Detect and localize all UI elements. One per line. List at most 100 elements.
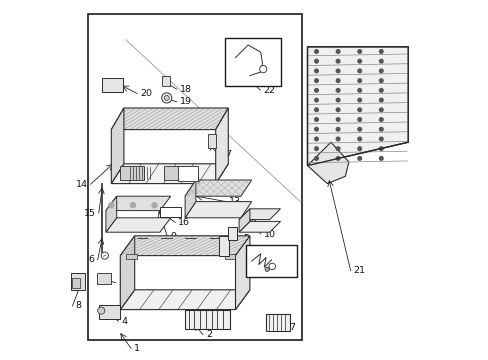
Circle shape: [336, 137, 339, 141]
Circle shape: [152, 203, 157, 208]
Circle shape: [336, 89, 339, 92]
Circle shape: [314, 137, 318, 141]
Circle shape: [108, 203, 114, 208]
Circle shape: [379, 157, 382, 160]
Circle shape: [336, 157, 339, 160]
Circle shape: [357, 147, 361, 150]
Polygon shape: [106, 196, 117, 232]
Text: 16: 16: [178, 218, 190, 227]
Circle shape: [314, 108, 318, 112]
Polygon shape: [239, 209, 280, 220]
Circle shape: [357, 118, 361, 121]
Bar: [97, 273, 110, 284]
Circle shape: [314, 89, 318, 92]
Bar: [99, 305, 120, 319]
Text: 3: 3: [118, 278, 124, 287]
Circle shape: [379, 89, 382, 92]
Circle shape: [336, 59, 339, 63]
Bar: [72, 278, 80, 288]
Circle shape: [357, 127, 361, 131]
Text: 11: 11: [282, 266, 293, 275]
Circle shape: [379, 108, 382, 112]
Circle shape: [357, 157, 361, 160]
Circle shape: [268, 263, 275, 270]
Text: 17: 17: [221, 150, 233, 159]
Polygon shape: [111, 164, 228, 184]
Text: 8: 8: [75, 302, 81, 310]
Text: 10: 10: [263, 230, 275, 239]
Text: 4: 4: [121, 317, 127, 325]
Text: 1: 1: [134, 344, 140, 353]
Text: 6: 6: [88, 256, 95, 264]
Circle shape: [357, 108, 361, 112]
Circle shape: [357, 79, 361, 82]
Text: 19: 19: [179, 98, 191, 107]
Polygon shape: [239, 221, 280, 232]
Circle shape: [314, 127, 318, 131]
Circle shape: [357, 59, 361, 63]
Bar: [228, 227, 237, 240]
Circle shape: [336, 118, 339, 121]
Circle shape: [379, 118, 382, 121]
Text: 9: 9: [170, 233, 176, 242]
Circle shape: [336, 98, 339, 102]
Polygon shape: [239, 209, 249, 232]
Bar: [120, 166, 143, 180]
Text: 22: 22: [263, 86, 275, 95]
Bar: [178, 166, 197, 181]
Circle shape: [336, 147, 339, 150]
Polygon shape: [111, 108, 228, 130]
Circle shape: [314, 118, 318, 121]
Circle shape: [98, 307, 104, 314]
Bar: [185, 310, 230, 329]
Circle shape: [336, 127, 339, 131]
Bar: [160, 207, 181, 217]
Circle shape: [379, 98, 382, 102]
Circle shape: [130, 203, 135, 208]
Circle shape: [314, 79, 318, 82]
Circle shape: [336, 79, 339, 82]
Bar: [102, 78, 123, 92]
Text: 2: 2: [205, 330, 211, 339]
Circle shape: [357, 50, 361, 53]
Polygon shape: [120, 236, 134, 310]
Circle shape: [314, 147, 318, 150]
Text: 12: 12: [225, 247, 237, 256]
Circle shape: [314, 69, 318, 73]
Circle shape: [314, 50, 318, 53]
Polygon shape: [185, 180, 196, 218]
Bar: [265, 314, 289, 331]
Circle shape: [379, 127, 382, 131]
Circle shape: [101, 252, 108, 259]
Bar: [163, 166, 186, 180]
Bar: [125, 254, 136, 259]
Circle shape: [314, 157, 318, 160]
Bar: [88, 14, 302, 340]
Text: 14: 14: [75, 180, 87, 189]
Text: 13: 13: [228, 197, 241, 206]
Circle shape: [336, 108, 339, 112]
Circle shape: [379, 50, 382, 53]
Text: 15: 15: [83, 209, 96, 217]
Circle shape: [336, 50, 339, 53]
Bar: [246, 245, 296, 277]
Bar: [224, 38, 280, 86]
Polygon shape: [307, 47, 407, 166]
Circle shape: [379, 59, 382, 63]
Circle shape: [314, 98, 318, 102]
Circle shape: [379, 137, 382, 141]
Circle shape: [162, 93, 171, 103]
Circle shape: [357, 89, 361, 92]
Circle shape: [379, 79, 382, 82]
Polygon shape: [120, 290, 249, 310]
Polygon shape: [106, 196, 170, 211]
Circle shape: [379, 147, 382, 150]
Bar: [207, 134, 215, 148]
Circle shape: [357, 98, 361, 102]
Circle shape: [379, 69, 382, 73]
Bar: [162, 76, 169, 86]
Bar: [218, 236, 229, 256]
Circle shape: [357, 137, 361, 141]
Polygon shape: [235, 236, 249, 310]
Polygon shape: [106, 218, 170, 232]
